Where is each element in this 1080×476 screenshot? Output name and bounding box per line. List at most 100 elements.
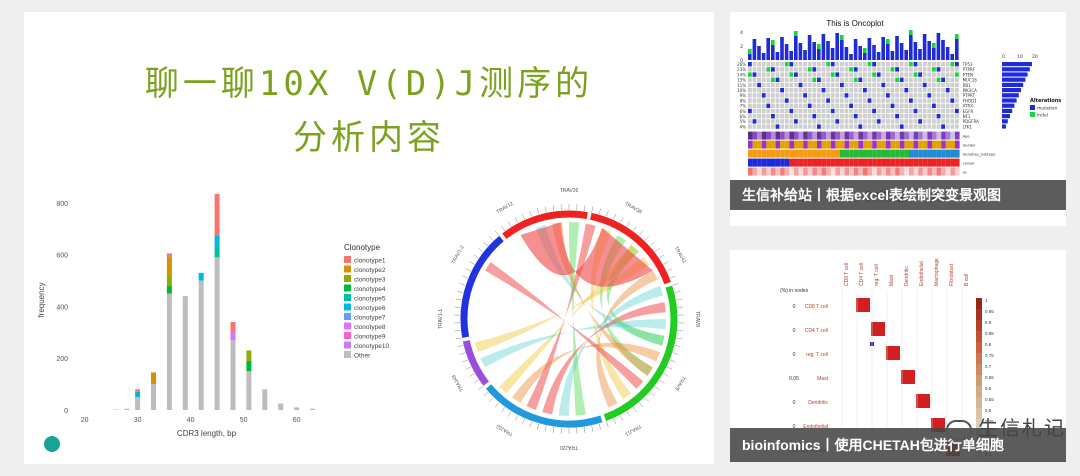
onco-cell: [853, 77, 858, 82]
onco-cell: [807, 108, 812, 114]
onco-cell: [899, 119, 904, 124]
onco-annot-cell: [918, 140, 923, 149]
onco-annot-cell: [853, 149, 859, 158]
chord-tick: [644, 236, 650, 241]
onco-annot-cell: [840, 158, 845, 167]
onco-cell: [780, 67, 784, 72]
onco-legend-swatch: [1030, 105, 1035, 110]
legend-label: clonotype2: [354, 267, 386, 274]
chetah-article-card[interactable]: (%) in nodes CD8 T cell CD4 T cell reg. T c…: [730, 250, 1066, 462]
onco-cell: [909, 103, 913, 108]
onco-cell: [867, 72, 872, 77]
onco-cell: [817, 119, 821, 124]
onco-annot-cell: [881, 140, 886, 149]
onco-cell: [766, 82, 771, 88]
onco-cell: [858, 119, 863, 124]
onco-cell: [904, 77, 909, 82]
onco-cell: [936, 108, 941, 114]
x-tick-label: 50: [240, 417, 248, 424]
clonotype-chord-diagram: TRAV1-1 TRAV1-2 TRAV12 TRAV26 TRAV38 TRAV41 TR…: [438, 188, 700, 450]
chord-tick: [619, 415, 624, 421]
corr-scale-cell: [976, 375, 982, 386]
corr-row-value: 0: [793, 328, 796, 334]
bar-other: [166, 293, 172, 410]
onco-cell: [757, 88, 761, 93]
bar-other: [294, 407, 300, 410]
chord-label: TRAJ20: [560, 444, 578, 450]
onco-annot-cell: [913, 158, 919, 167]
onco-cell: [932, 67, 936, 72]
onco-cell: [922, 67, 927, 72]
onco-cell: [775, 93, 780, 98]
onco-cell: [858, 124, 863, 129]
onco-cell: [895, 108, 899, 114]
onco-cell: [927, 108, 932, 114]
onco-cell: [945, 119, 950, 124]
onco-cell: [835, 77, 840, 82]
onco-cell: [812, 77, 817, 82]
oncoplot-article-card[interactable]: This is Oncoplot 4 2 0 TP53 26% PTPRF 23% PTEN 14…: [730, 12, 1066, 226]
corr-row-label: Dendritic: [808, 400, 828, 406]
onco-cell: [918, 67, 922, 72]
onco-cell: [757, 93, 761, 98]
onco-cell: [826, 108, 830, 114]
onco-cell: [890, 93, 895, 98]
onco-cell: [913, 124, 918, 129]
onco-side-bar: [1002, 72, 1028, 77]
onco-cell: [794, 103, 798, 108]
onco-cell: [886, 98, 890, 103]
chord-tick: [483, 241, 489, 247]
onco-side-bar: [1002, 103, 1015, 108]
onco-cell: [821, 82, 826, 88]
onco-annot-cell: [752, 149, 758, 158]
onco-annot-cell: [761, 149, 767, 158]
onco-side-bar: [1002, 93, 1019, 98]
onco-y-tick: 2: [740, 44, 743, 50]
onco-cell: [950, 88, 955, 93]
onco-annot-cell: [748, 167, 753, 176]
onco-cell: [867, 62, 872, 67]
onco-cell: [835, 82, 840, 88]
onco-cell: [872, 72, 876, 77]
onco-annot-cell: [927, 167, 932, 176]
onco-cell: [830, 119, 835, 124]
corr-scale-tick: 0.85: [985, 331, 994, 336]
onco-cell: [863, 103, 867, 108]
onco-cell: [789, 108, 794, 114]
onco-annot-cell: [876, 140, 882, 149]
onco-cell: [752, 93, 757, 98]
onco-cell: [913, 62, 918, 67]
onco-cell: [812, 93, 817, 98]
chord-tick: [454, 330, 461, 332]
onco-annot-cell: [803, 140, 808, 149]
onco-cell: [775, 108, 780, 114]
onco-cell: [909, 98, 913, 103]
bar-other: [124, 408, 130, 410]
onco-cell: [784, 82, 789, 88]
onco-cell: [817, 103, 821, 108]
legend-swatch: [344, 265, 351, 273]
onco-cell: [955, 72, 959, 77]
onco-cell: [863, 119, 867, 124]
corr-cell: [901, 370, 915, 384]
onco-cell: [881, 82, 886, 88]
y-tick-label: 0: [64, 408, 68, 415]
bar-segment: [166, 285, 172, 294]
onco-annot-cell: [936, 140, 942, 149]
onco-cell: [757, 98, 761, 103]
onco-gene-label: MUC16: [963, 78, 978, 83]
onco-cell: [890, 124, 895, 129]
onco-annot-cell: [899, 140, 905, 149]
onco-cell: [918, 82, 922, 88]
onco-cell: [858, 88, 863, 93]
onco-annot-cell: [766, 149, 771, 158]
hero-card[interactable]: 聊一聊10X V(D)J测序的 分析内容 0 200 400 600 800 20 30 40…: [24, 12, 714, 464]
onco-annot-cell: [821, 158, 827, 167]
onco-cell: [835, 103, 840, 108]
onco-cell: [945, 67, 950, 72]
onco-cell: [757, 108, 761, 114]
chord-tick: [672, 283, 679, 286]
onco-top-bar: [761, 53, 766, 60]
onco-annot-cell: [803, 167, 808, 176]
onco-cell: [853, 98, 858, 103]
